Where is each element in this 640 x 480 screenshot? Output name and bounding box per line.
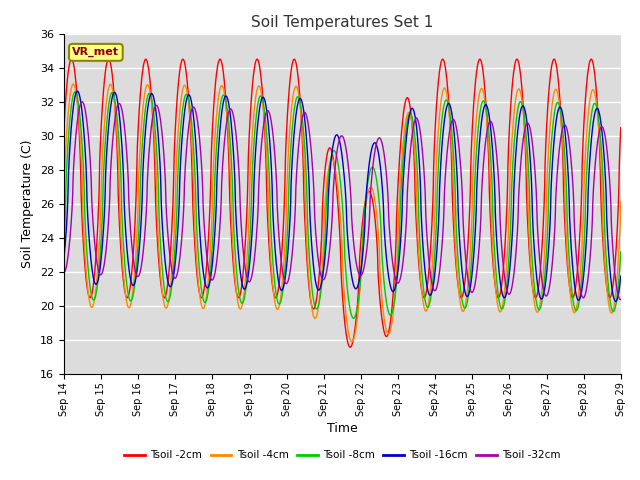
Tsoil -2cm [346,344,354,350]
Tsoil -16cm [606,268,614,274]
Line: Tsoil -8cm: Tsoil -8cm [64,92,621,318]
Tsoil -16cm [157,178,164,184]
Tsoil -32cm [78,99,86,105]
Tsoil -32cm [274,213,282,219]
Line: Tsoil -32cm: Tsoil -32cm [64,102,621,300]
Title: Soil Temperatures Set 1: Soil Temperatures Set 1 [252,15,433,30]
Tsoil -16cm [274,273,282,279]
Line: Tsoil -4cm: Tsoil -4cm [64,84,621,342]
Tsoil -2cm [606,295,614,300]
Tsoil -32cm [60,270,68,276]
Tsoil -8cm [349,315,357,321]
Tsoil -8cm [298,111,306,117]
Tsoil -2cm [291,56,298,62]
Tsoil -32cm [616,297,624,302]
Tsoil -4cm [606,308,614,314]
Tsoil -8cm [617,249,625,255]
Tsoil -4cm [348,339,356,345]
Tsoil -4cm [124,303,132,309]
Tsoil -32cm [157,119,164,125]
Tsoil -4cm [70,81,77,87]
Tsoil -8cm [60,237,68,243]
Tsoil -8cm [606,299,614,304]
Legend: Tsoil -2cm, Tsoil -4cm, Tsoil -8cm, Tsoil -16cm, Tsoil -32cm: Tsoil -2cm, Tsoil -4cm, Tsoil -8cm, Tsoi… [120,446,564,465]
Tsoil -16cm [124,254,132,260]
Tsoil -8cm [547,156,554,162]
Tsoil -32cm [606,184,614,190]
Tsoil -4cm [298,122,306,128]
Tsoil -16cm [546,220,554,226]
Tsoil -16cm [74,88,81,94]
Tsoil -16cm [298,98,306,104]
Tsoil -8cm [274,299,282,305]
Tsoil -2cm [60,125,68,131]
Tsoil -4cm [547,121,554,127]
Tsoil -2cm [617,125,625,131]
X-axis label: Time: Time [327,421,358,434]
Tsoil -4cm [274,307,282,312]
Tsoil -32cm [298,117,306,123]
Tsoil -2cm [157,278,164,284]
Tsoil -2cm [547,74,554,80]
Tsoil -16cm [617,273,625,279]
Tsoil -4cm [617,199,625,204]
Tsoil -8cm [124,288,132,294]
Tsoil -4cm [157,273,164,279]
Tsoil -2cm [298,127,306,132]
Line: Tsoil -2cm: Tsoil -2cm [64,59,621,347]
Tsoil -8cm [157,245,164,251]
Tsoil -2cm [124,295,131,300]
Y-axis label: Soil Temperature (C): Soil Temperature (C) [22,140,35,268]
Tsoil -32cm [124,165,132,170]
Tsoil -4cm [60,192,68,198]
Tsoil -32cm [546,280,554,286]
Tsoil -8cm [71,89,79,95]
Tsoil -16cm [60,255,68,261]
Tsoil -2cm [274,291,282,297]
Tsoil -32cm [617,297,625,302]
Text: VR_met: VR_met [72,47,119,58]
Tsoil -16cm [612,299,620,304]
Line: Tsoil -16cm: Tsoil -16cm [64,91,621,301]
